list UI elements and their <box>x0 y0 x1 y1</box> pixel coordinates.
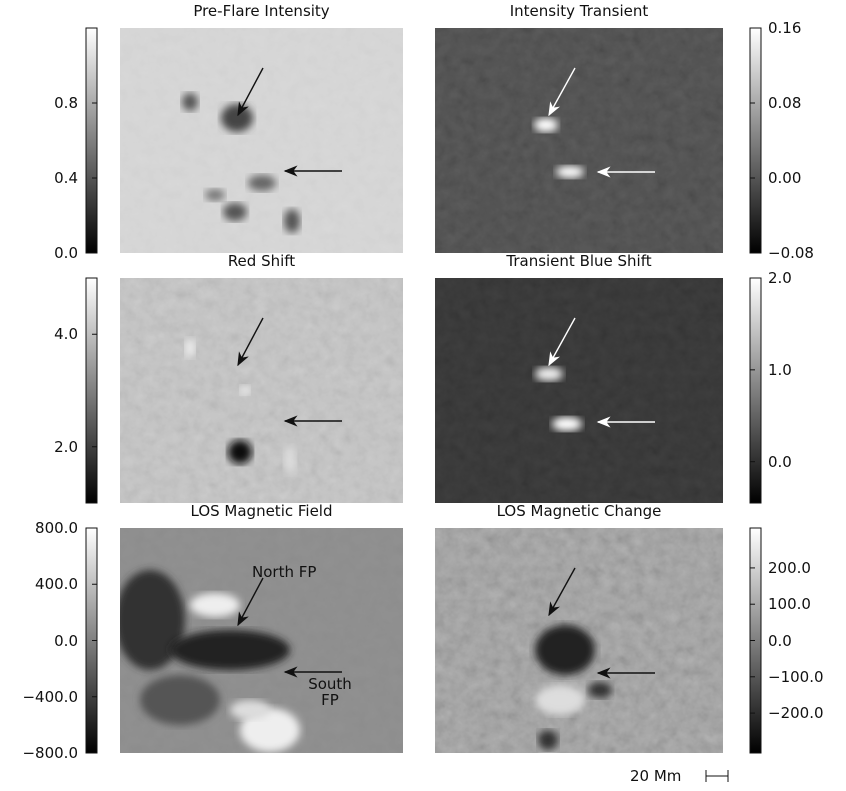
image-feature <box>535 367 563 381</box>
colorbar-tick-label: 4.0 <box>54 325 78 344</box>
arrow <box>548 317 576 367</box>
image-feature <box>534 118 558 132</box>
colorbar-tick-label: 400.0 <box>35 575 78 594</box>
colorbar-tick-label: 0.0 <box>54 244 78 262</box>
colorbar-tick-label: 2.0 <box>54 437 78 456</box>
image-feature <box>228 440 252 464</box>
colorbar-tick-label: 0.0 <box>768 452 792 471</box>
colorbar-tick-label: 200.0 <box>768 558 811 577</box>
panel-image <box>435 278 723 503</box>
colorbar <box>85 277 98 504</box>
image-feature <box>588 682 612 698</box>
image-feature <box>284 446 296 474</box>
image-texture <box>435 28 723 253</box>
image-feature <box>190 593 240 617</box>
image-feature <box>538 730 558 750</box>
image-feature <box>230 700 270 720</box>
colorbar-tick-label: 0.0 <box>768 631 792 650</box>
colorbar <box>749 277 762 504</box>
colorbar-tick-label: 0.0 <box>54 631 78 650</box>
panel-title: Red Shift <box>227 252 296 270</box>
panel-title: LOS Magnetic Field <box>190 502 333 520</box>
panel-image <box>120 528 403 753</box>
image-feature <box>284 209 300 233</box>
colorbar-tick-label: 800.0 <box>35 519 78 537</box>
image-texture <box>120 278 403 503</box>
colorbar-tick-label: 2.0 <box>768 269 792 287</box>
panel-image <box>435 28 723 253</box>
arrow <box>548 67 576 117</box>
arrow <box>237 577 264 627</box>
colorbar <box>85 27 98 254</box>
annotation: South FP <box>308 675 352 709</box>
colorbar-tick-label: 0.08 <box>768 94 802 112</box>
scale-bar-label: 20 Mm <box>630 767 682 785</box>
colorbar-tick-label: −0.08 <box>768 244 814 262</box>
image-feature <box>535 685 585 715</box>
colorbar-tick-label: −200.0 <box>768 704 824 723</box>
image-feature <box>140 675 220 725</box>
image-texture <box>435 278 723 503</box>
image-feature <box>556 166 584 178</box>
image-feature <box>221 104 253 132</box>
panel-image <box>435 528 723 753</box>
image-feature <box>170 630 290 670</box>
panel-title: Transient Blue Shift <box>506 252 652 270</box>
colorbar-tick-label: 100.0 <box>768 595 811 614</box>
panel-image <box>120 278 403 503</box>
colorbar-tick-label: −100.0 <box>768 667 824 686</box>
panel-title: LOS Magnetic Change <box>496 502 662 520</box>
image-feature <box>248 175 276 191</box>
colorbar-tick-label: −800.0 <box>22 744 78 762</box>
colorbar-tick-label: 0.16 <box>768 19 802 37</box>
image-feature <box>223 203 247 221</box>
panel-image <box>120 28 403 253</box>
image-feature <box>120 570 185 670</box>
colorbar <box>749 27 762 254</box>
panel-title: Pre-Flare Intensity <box>193 2 330 20</box>
arrow <box>237 67 264 117</box>
image-texture <box>120 28 403 253</box>
arrow <box>237 317 264 367</box>
colorbar-tick-label: 0.8 <box>54 94 78 112</box>
image-feature <box>535 625 595 675</box>
colorbar-tick-label: 1.0 <box>768 360 792 379</box>
image-feature <box>240 385 250 395</box>
arrow <box>548 567 576 617</box>
colorbar-tick-label: 0.00 <box>768 169 802 187</box>
image-feature <box>552 417 582 431</box>
colorbar-tick-label: −400.0 <box>22 687 78 706</box>
image-feature <box>205 189 225 201</box>
annotation: North FP <box>252 563 317 581</box>
image-feature <box>182 93 198 111</box>
colorbar-tick-label: 0.4 <box>54 169 78 187</box>
image-feature <box>185 338 195 358</box>
panel-title: Intensity Transient <box>509 2 649 20</box>
